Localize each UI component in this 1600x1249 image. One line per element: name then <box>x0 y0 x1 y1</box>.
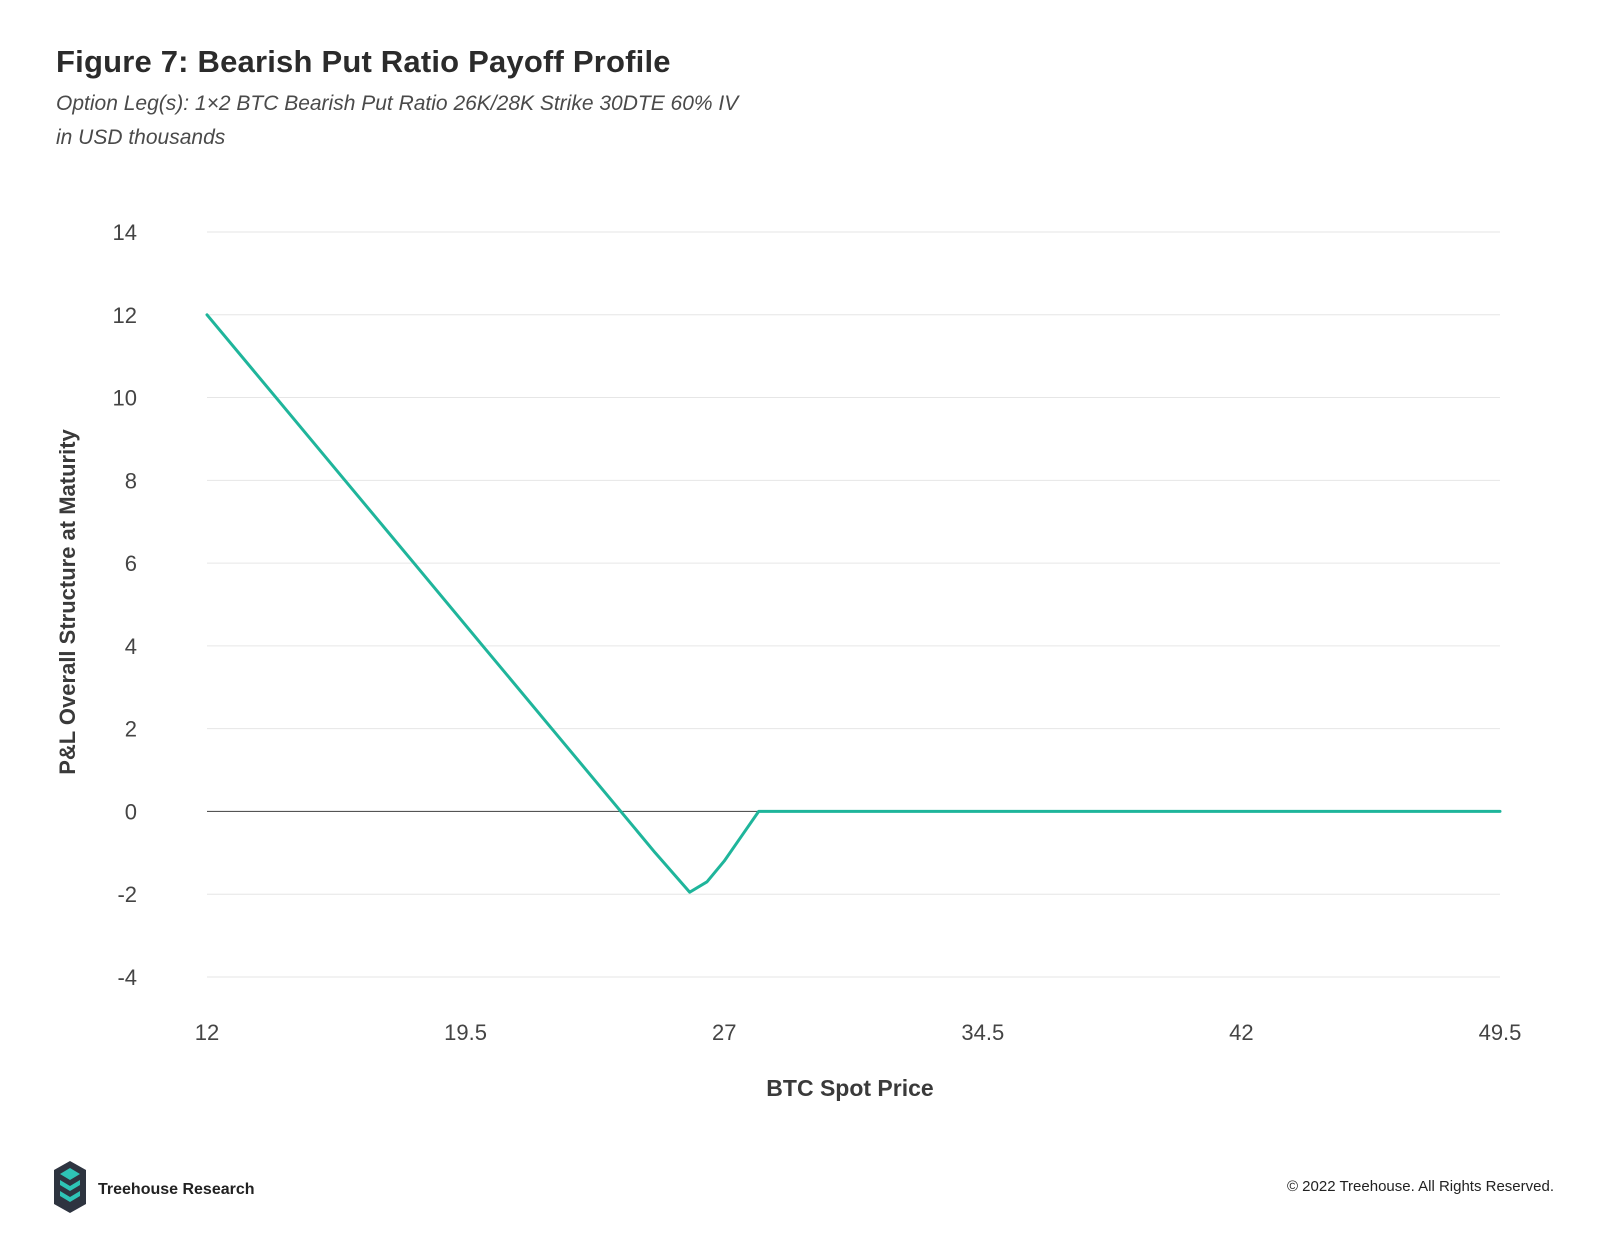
x-tick-label: 12 <box>195 1020 219 1045</box>
chart-subtitle: Option Leg(s): 1×2 BTC Bearish Put Ratio… <box>56 92 739 115</box>
y-tick-label: 2 <box>125 717 137 742</box>
x-tick-label: 34.5 <box>961 1020 1004 1045</box>
y-tick-label: -2 <box>117 882 137 907</box>
treehouse-logo-icon <box>52 1160 88 1219</box>
y-axis-label: P&L Overall Structure at Maturity <box>55 428 80 774</box>
series-layer <box>205 313 1502 894</box>
chart-title: Figure 7: Bearish Put Ratio Payoff Profi… <box>56 44 671 79</box>
x-tick-label: 42 <box>1229 1020 1253 1045</box>
brand: Treehouse Research <box>52 1160 255 1219</box>
y-tick-label: -4 <box>117 965 137 990</box>
grid-lines <box>207 231 1500 978</box>
y-tick-label: 8 <box>125 468 137 493</box>
x-tick-label: 19.5 <box>444 1020 487 1045</box>
y-tick-labels: -4 -2 0 2 4 6 8 10 12 14 <box>113 220 137 990</box>
x-axis-label: BTC Spot Price <box>766 1075 933 1101</box>
brand-name: Treehouse Research <box>98 1180 255 1198</box>
y-tick-label: 6 <box>125 551 137 576</box>
y-tick-label: 12 <box>113 303 137 328</box>
series-line <box>205 313 1502 894</box>
x-tick-label: 27 <box>712 1020 736 1045</box>
chart-units-note: in USD thousands <box>56 126 226 149</box>
x-tick-label: 49.5 <box>1479 1020 1522 1045</box>
x-tick-labels: 12 19.5 27 34.5 42 49.5 <box>195 1020 1522 1045</box>
copyright-notice: © 2022 Treehouse. All Rights Reserved. <box>1286 1178 1554 1195</box>
y-tick-label: 0 <box>125 799 137 824</box>
y-tick-label: 10 <box>113 386 137 411</box>
y-tick-label: 14 <box>113 220 137 245</box>
y-tick-label: 4 <box>125 634 137 659</box>
